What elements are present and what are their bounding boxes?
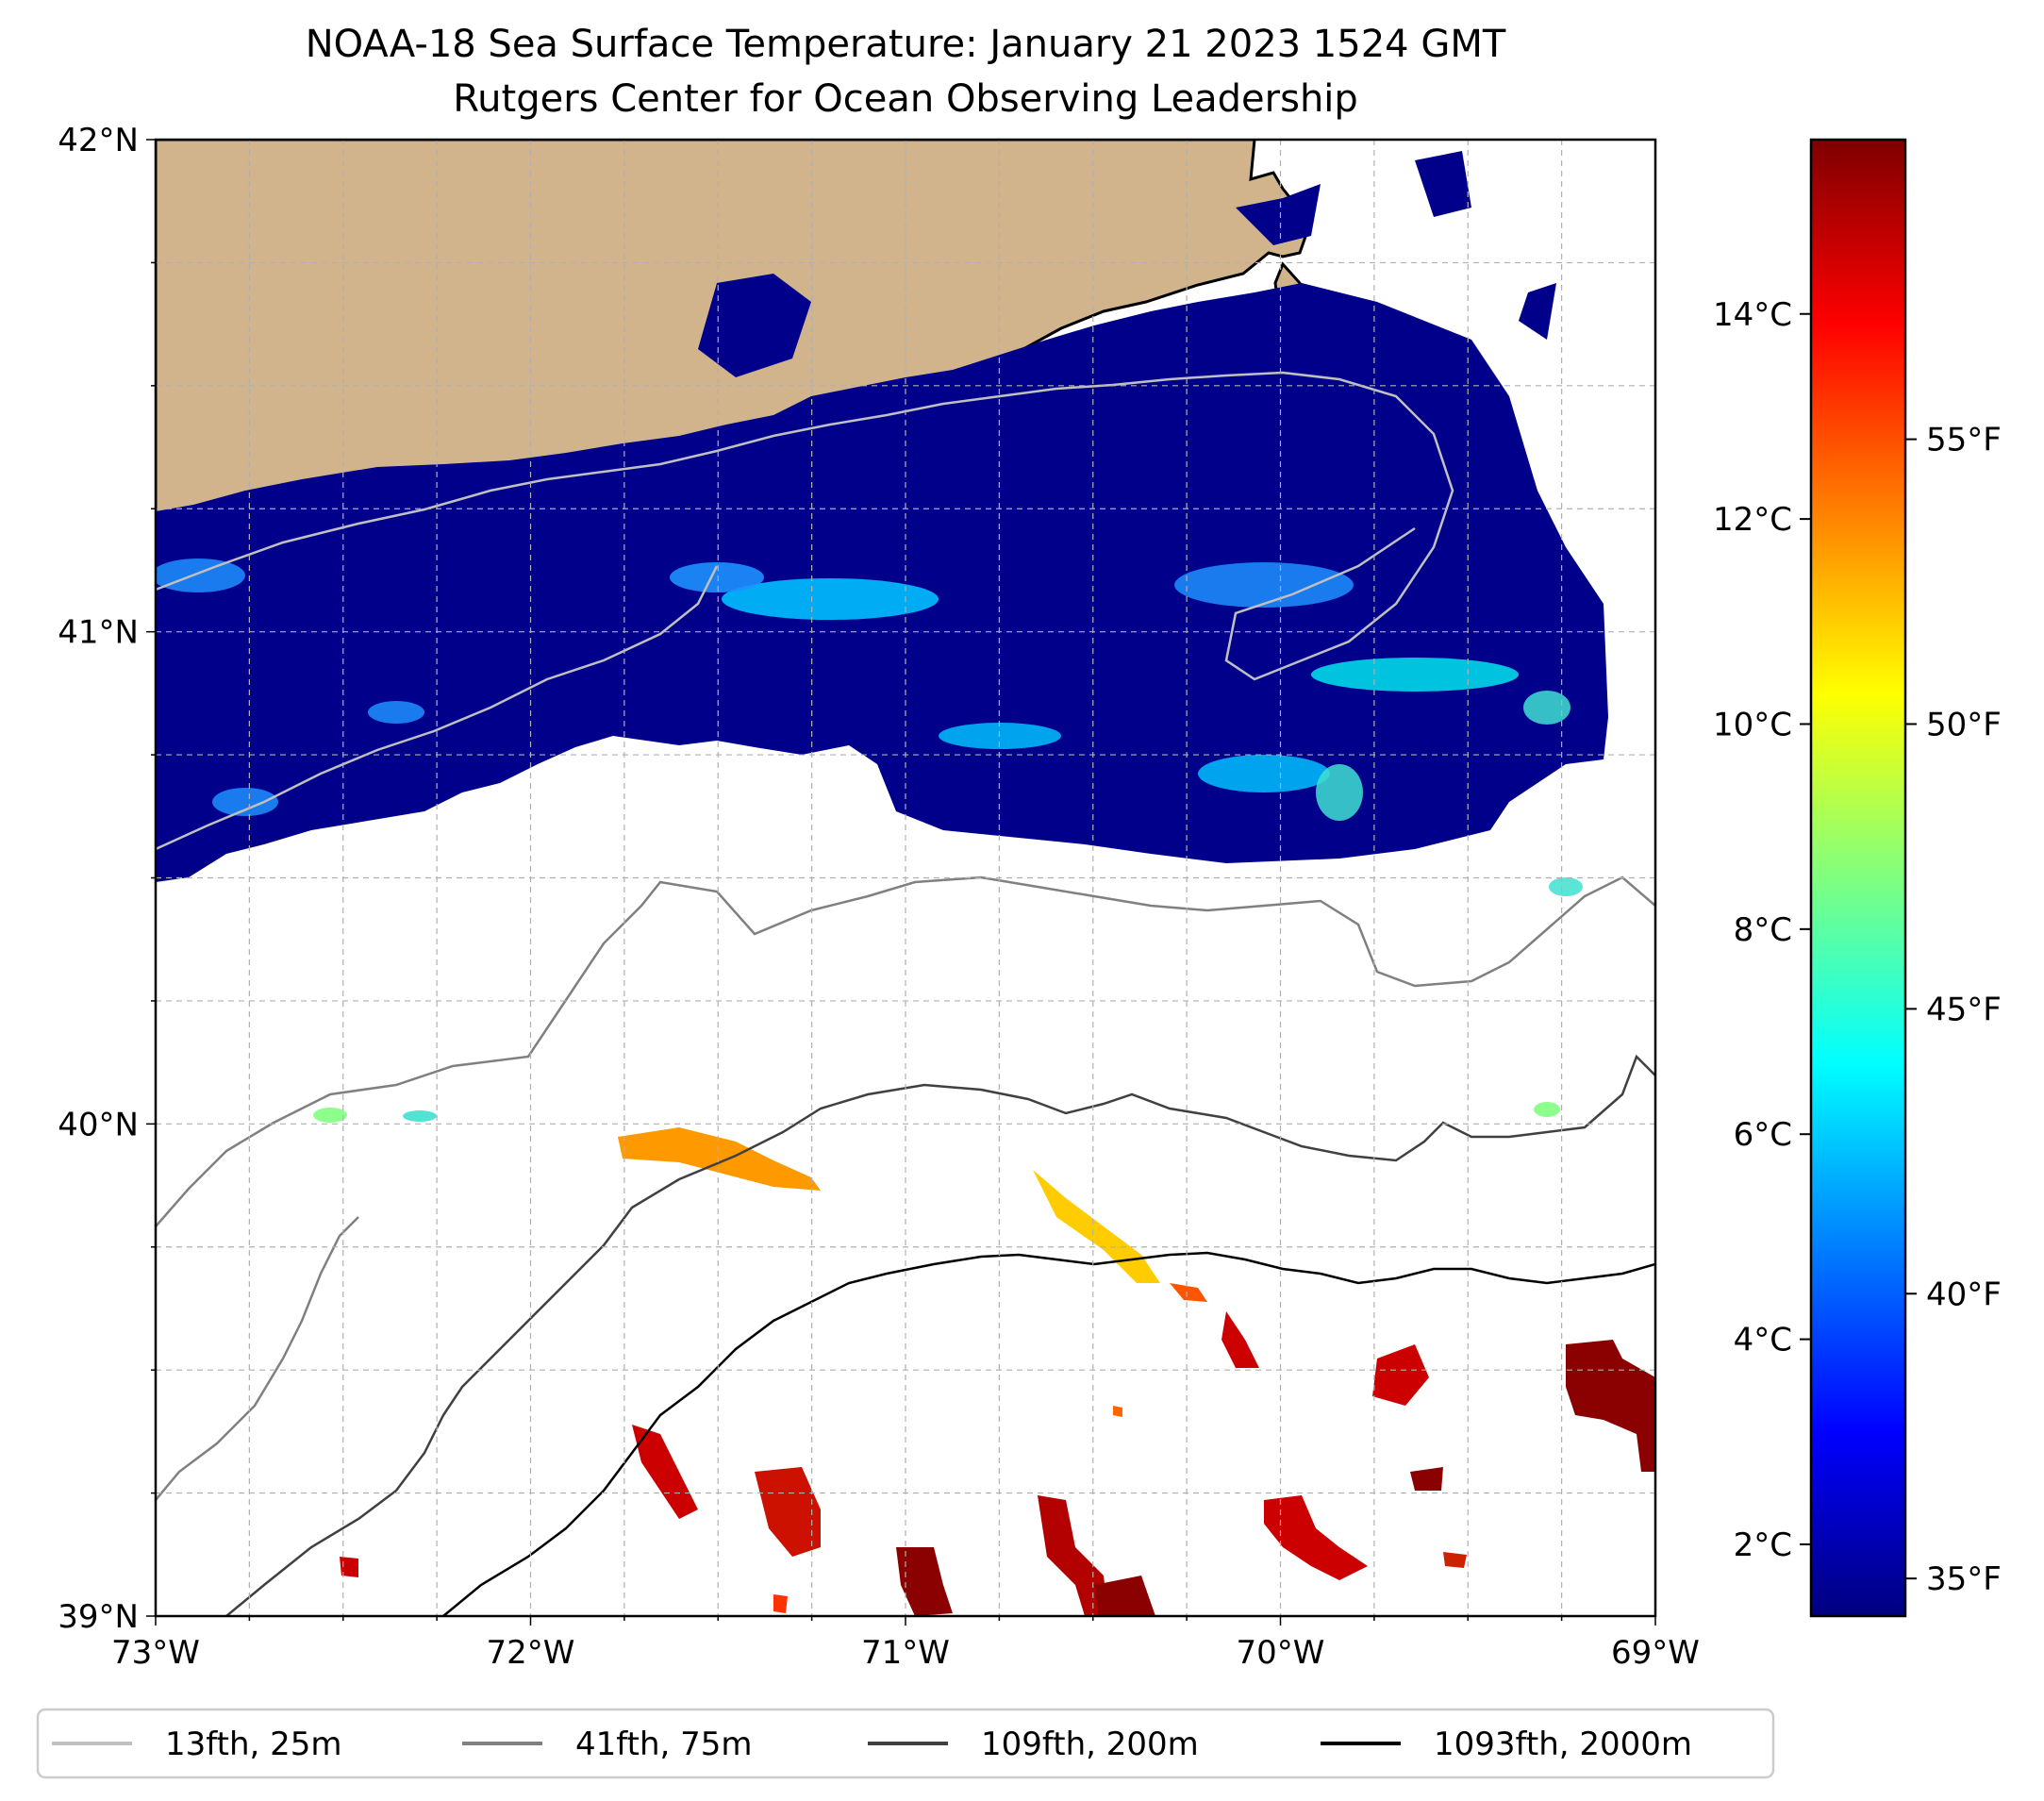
- legend-label: 13fth, 25m: [165, 1726, 342, 1763]
- chart-subtitle: Rutgers Center for Ocean Observing Leade…: [453, 77, 1358, 121]
- legend-label: 1093fth, 2000m: [1434, 1726, 1692, 1763]
- x-tick-label: 70°W: [1237, 1634, 1325, 1672]
- legend-label: 109fth, 200m: [981, 1726, 1199, 1763]
- celsius-tick-label: 12°C: [1713, 501, 1792, 539]
- map-axes: 73°W 72°W 71°W 70°W 69°W 42°N 41°N 40°N 39°N: [58, 122, 1700, 1672]
- celsius-tick-label: 4°C: [1734, 1322, 1792, 1359]
- sst-warm-patches: [340, 1127, 1655, 1616]
- legend-label: 41fth, 75m: [575, 1726, 753, 1763]
- colorbar-gradient: [1809, 138, 1907, 1618]
- contour-75m: [156, 875, 1655, 1227]
- graticule-grid: [156, 140, 1655, 1616]
- fahrenheit-tick-label: 50°F: [1926, 706, 2002, 743]
- sst-cool-patches: [156, 559, 1583, 1123]
- fahrenheit-tick-label: 45°F: [1926, 991, 2002, 1028]
- bathymetry-contours: [156, 371, 1655, 1616]
- fahrenheit-tick-label: 40°F: [1926, 1276, 2002, 1313]
- legend-items: 13fth, 25m 41fth, 75m 109fth, 200m 1093fth,…: [52, 1726, 1692, 1763]
- celsius-tick-label: 2°C: [1734, 1526, 1792, 1564]
- y-tick-label: 40°N: [58, 1106, 139, 1143]
- contour-2000m: [442, 1251, 1655, 1616]
- map-panel: [156, 140, 1655, 1616]
- contour-75m-lower: [156, 1216, 359, 1501]
- contour-200m: [225, 1054, 1655, 1616]
- chart-title: NOAA-18 Sea Surface Temperature: January…: [306, 23, 1506, 66]
- celsius-tick-label: 10°C: [1713, 706, 1792, 743]
- y-tick-label: 42°N: [58, 122, 139, 159]
- contour-25m-south: [156, 565, 719, 851]
- y-tick-label: 39°N: [58, 1598, 139, 1636]
- contour-25m: [156, 371, 1454, 681]
- fahrenheit-tick-label: 35°F: [1926, 1560, 2002, 1598]
- colorbar-ticks: 2°C 4°C 6°C 8°C 10°C 12°C 14°C 35°F 40°F 45°F 50°F…: [1713, 296, 2002, 1598]
- x-tick-label: 69°W: [1611, 1634, 1700, 1672]
- x-tick-label: 73°W: [111, 1634, 200, 1672]
- x-tick-label: 72°W: [487, 1634, 575, 1672]
- x-tick-label: 71°W: [861, 1634, 950, 1672]
- fahrenheit-tick-label: 55°F: [1926, 422, 2002, 459]
- legend: 13fth, 25m 41fth, 75m 109fth, 200m 1093fth,…: [36, 1708, 1775, 1779]
- celsius-tick-label: 14°C: [1713, 296, 1792, 334]
- celsius-tick-label: 6°C: [1734, 1116, 1792, 1154]
- colorbar: 2°C 4°C 6°C 8°C 10°C 12°C 14°C 35°F 40°F 45°F 50°F…: [1713, 138, 2002, 1618]
- y-tick-label: 41°N: [58, 614, 139, 652]
- celsius-tick-label: 8°C: [1734, 911, 1792, 949]
